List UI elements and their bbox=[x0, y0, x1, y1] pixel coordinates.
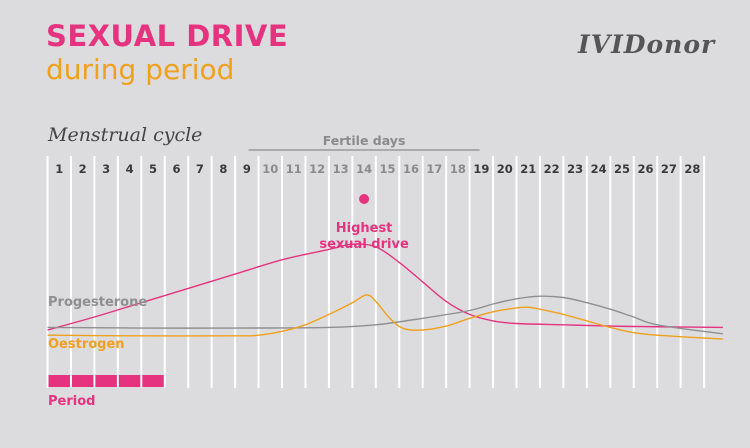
progesterone-label: Progesterone bbox=[48, 295, 147, 310]
day-label: 1 bbox=[55, 162, 63, 176]
day-label: 9 bbox=[243, 162, 251, 176]
day-label: 19 bbox=[473, 162, 489, 176]
oestrogen-curve bbox=[47, 294, 723, 340]
day-label: 15 bbox=[380, 162, 396, 176]
sexual-drive-curve bbox=[47, 243, 723, 331]
day-label: 22 bbox=[544, 162, 560, 176]
day-label: 11 bbox=[286, 162, 302, 176]
day-label: 4 bbox=[126, 162, 134, 176]
day-label: 26 bbox=[637, 162, 653, 176]
day-labels: 1 2 3 4 5 6 7 8 9 10 11 12 13 14 15 16 17 18 19 20 21 22 23 24 2… bbox=[55, 162, 700, 176]
peak-label-line: Highest bbox=[336, 221, 393, 236]
day-label: 25 bbox=[614, 162, 630, 176]
hormone-curves bbox=[47, 243, 723, 340]
period-block bbox=[48, 375, 70, 387]
day-label: 10 bbox=[262, 162, 278, 176]
day-label: 7 bbox=[196, 162, 204, 176]
day-label: 13 bbox=[333, 162, 349, 176]
fertile-days-label: Fertile days bbox=[323, 133, 406, 148]
peak-label-line: sexual drive bbox=[319, 237, 409, 252]
period-marker: Period bbox=[48, 375, 164, 409]
day-label: 28 bbox=[684, 162, 700, 176]
period-block bbox=[71, 375, 94, 387]
period-label: Period bbox=[48, 394, 95, 409]
day-label: 17 bbox=[426, 162, 442, 176]
period-block bbox=[118, 375, 141, 387]
progesterone-curve bbox=[47, 295, 723, 335]
day-label: 14 bbox=[356, 162, 372, 176]
page-title: SEXUAL DRIVE bbox=[46, 19, 289, 53]
peak-marker bbox=[359, 194, 370, 204]
day-label: 12 bbox=[309, 162, 325, 176]
day-grid bbox=[46, 156, 706, 388]
day-label: 24 bbox=[591, 162, 607, 176]
page-subtitle: during period bbox=[46, 53, 235, 86]
day-label: 5 bbox=[149, 162, 157, 176]
brand-logo: IVIDonor bbox=[578, 30, 716, 59]
day-label: 3 bbox=[102, 162, 110, 176]
day-label: 18 bbox=[450, 162, 466, 176]
day-label: 20 bbox=[497, 162, 513, 176]
day-label: 23 bbox=[567, 162, 583, 176]
day-label: 8 bbox=[219, 162, 227, 176]
day-label: 2 bbox=[79, 162, 87, 176]
day-label: 16 bbox=[403, 162, 419, 176]
oestrogen-label: Oestrogen bbox=[48, 337, 125, 352]
day-label: 6 bbox=[172, 162, 180, 176]
day-label: 27 bbox=[661, 162, 677, 176]
cycle-label: Menstrual cycle bbox=[48, 124, 203, 146]
day-label: 21 bbox=[520, 162, 536, 176]
period-block bbox=[142, 375, 164, 387]
period-block bbox=[95, 375, 117, 387]
fertile-days-marker: Fertile days bbox=[248, 133, 480, 151]
